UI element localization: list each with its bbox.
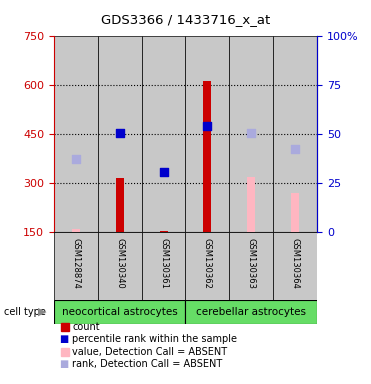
Bar <box>72 229 80 232</box>
Bar <box>54 36 98 232</box>
Bar <box>273 232 317 300</box>
Text: cerebellar astrocytes: cerebellar astrocytes <box>196 307 306 317</box>
Bar <box>98 36 142 232</box>
Point <box>204 123 210 129</box>
Bar <box>229 36 273 232</box>
Point <box>116 130 122 136</box>
Text: GSM130361: GSM130361 <box>159 238 168 288</box>
Point <box>292 146 298 152</box>
Bar <box>142 232 186 300</box>
Bar <box>142 36 186 232</box>
Point <box>249 130 255 136</box>
Bar <box>160 231 167 232</box>
Text: GSM130340: GSM130340 <box>115 238 124 288</box>
Text: percentile rank within the sample: percentile rank within the sample <box>72 334 237 344</box>
Bar <box>98 232 142 300</box>
Bar <box>247 177 255 232</box>
Text: value, Detection Call = ABSENT: value, Detection Call = ABSENT <box>72 347 227 357</box>
Text: GSM128874: GSM128874 <box>71 238 80 288</box>
Text: cell type: cell type <box>4 307 46 317</box>
Point <box>161 169 167 175</box>
Bar <box>186 36 229 232</box>
Text: ▶: ▶ <box>39 307 47 317</box>
Text: ■: ■ <box>59 334 68 344</box>
Text: neocortical astrocytes: neocortical astrocytes <box>62 307 177 317</box>
Text: ■: ■ <box>59 359 68 369</box>
Bar <box>116 179 124 232</box>
Bar <box>54 232 98 300</box>
Text: count: count <box>72 322 100 332</box>
Bar <box>186 300 317 324</box>
Bar <box>291 193 299 232</box>
Text: GDS3366 / 1433716_x_at: GDS3366 / 1433716_x_at <box>101 13 270 26</box>
Bar <box>186 232 229 300</box>
Bar <box>229 232 273 300</box>
Text: rank, Detection Call = ABSENT: rank, Detection Call = ABSENT <box>72 359 223 369</box>
Bar <box>273 36 317 232</box>
Text: GSM130364: GSM130364 <box>291 238 300 288</box>
Text: GSM130362: GSM130362 <box>203 238 212 288</box>
Bar <box>204 81 211 232</box>
Bar <box>54 300 185 324</box>
Point <box>73 156 79 162</box>
Text: GSM130363: GSM130363 <box>247 238 256 289</box>
